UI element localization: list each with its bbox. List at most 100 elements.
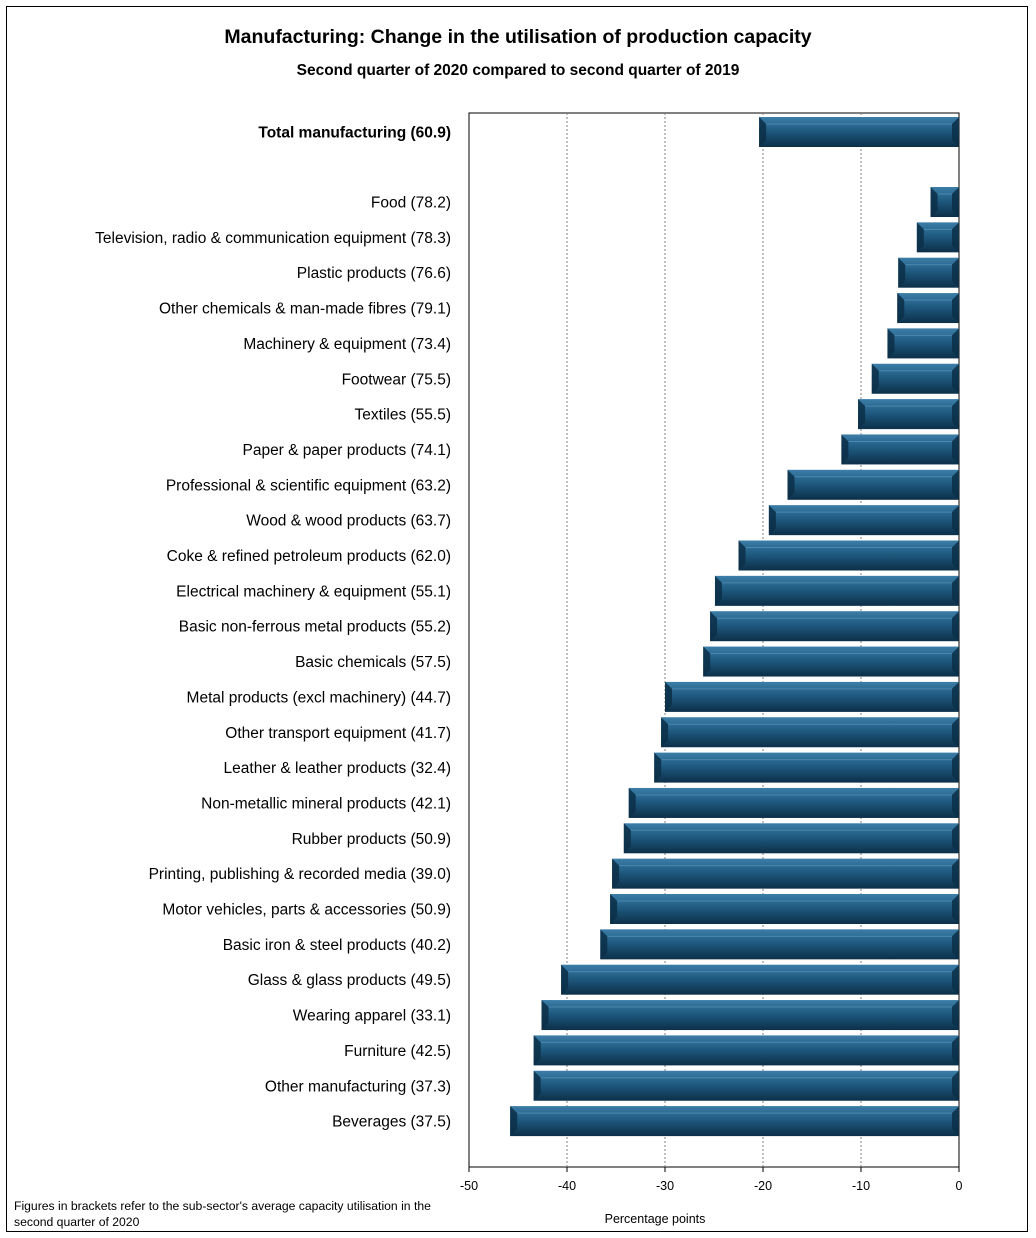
- bar-bevel-left: [871, 363, 879, 394]
- bar-body: [897, 293, 959, 324]
- bar-body: [665, 681, 959, 712]
- category-label: Wearing apparel (33.1): [293, 1008, 451, 1025]
- bar-body: [759, 117, 959, 147]
- category-label: Total manufacturing (60.9): [258, 125, 451, 142]
- x-tick-label: -20: [754, 1179, 772, 1193]
- bar-2: [898, 257, 959, 288]
- bar-20: [610, 894, 959, 924]
- bar-body: [710, 611, 959, 642]
- bar-bevel-left: [561, 964, 569, 995]
- bar-bevel-left: [510, 1106, 518, 1137]
- bar-body: [887, 328, 959, 359]
- bar-12: [710, 611, 959, 642]
- bar-22: [561, 964, 959, 995]
- bar-bevel-right: [952, 363, 959, 394]
- bar-5: [871, 363, 959, 394]
- category-label: Footwear (75.5): [342, 371, 451, 388]
- bar-bevel-left: [898, 257, 906, 288]
- bar-bevel-right: [952, 117, 959, 147]
- bar-bevel-right: [952, 858, 959, 889]
- category-label: Other manufacturing (37.3): [265, 1078, 451, 1095]
- bar-14: [665, 681, 959, 712]
- bar-19: [612, 858, 959, 889]
- bar-body: [841, 434, 959, 465]
- bar-7: [841, 434, 959, 465]
- bar-body: [898, 257, 959, 288]
- bar-bevel-left: [858, 399, 866, 430]
- bar-body: [541, 1000, 959, 1031]
- bar-23: [541, 1000, 959, 1031]
- bar-18: [623, 823, 959, 854]
- bar-bevel-right: [952, 293, 959, 324]
- bar-3: [897, 293, 959, 324]
- bar-bevel-left: [533, 1070, 541, 1101]
- bar-16: [654, 752, 959, 783]
- bar-bevel-right: [952, 611, 959, 642]
- bar-10: [738, 540, 959, 571]
- bar-bevel-right: [952, 328, 959, 359]
- bar-body: [858, 399, 959, 430]
- category-label: Television, radio & communication equipm…: [95, 230, 451, 247]
- bar-bevel-right: [952, 823, 959, 854]
- x-tick-label: -30: [656, 1179, 674, 1193]
- category-label: Professional & scientific equipment (63.…: [166, 477, 451, 494]
- bar-bevel-left: [628, 787, 636, 818]
- bar-bevel-left: [759, 117, 767, 147]
- bar-bevel-left: [541, 1000, 549, 1031]
- category-label: Beverages (37.5): [332, 1114, 451, 1131]
- bar-bevel-left: [665, 681, 672, 712]
- bar-bevel-left: [612, 858, 620, 889]
- x-tick-label: -10: [852, 1179, 870, 1193]
- category-label: Rubber products (50.9): [292, 831, 451, 848]
- bar-body: [787, 469, 959, 500]
- bar-bevel-right: [952, 1000, 959, 1031]
- bar-total: [759, 117, 959, 147]
- bar-body: [612, 858, 959, 889]
- x-tick-label: -50: [460, 1179, 478, 1193]
- bar-bevel-right: [952, 399, 959, 430]
- x-axis-title: Percentage points: [605, 1212, 706, 1226]
- bar-bevel-left: [714, 575, 722, 606]
- bar-body: [533, 1070, 959, 1101]
- x-tick-label: -40: [558, 1179, 576, 1193]
- category-label: Motor vehicles, parts & accessories (50.…: [162, 902, 451, 919]
- category-label: Food (78.2): [371, 195, 451, 212]
- bar-bevel-left: [654, 752, 662, 783]
- bar-25: [533, 1070, 959, 1101]
- bar-body: [610, 894, 959, 924]
- bar-bevel-right: [952, 187, 959, 217]
- bar-bevel-right: [952, 469, 959, 500]
- bar-bevel-right: [952, 964, 959, 995]
- footnote: Figures in brackets refer to the sub-sec…: [14, 1199, 431, 1229]
- bar-17: [628, 787, 959, 818]
- category-label: Basic chemicals (57.5): [295, 654, 451, 671]
- bar-bevel-left: [930, 187, 938, 217]
- category-label: Metal products (excl machinery) (44.7): [187, 689, 451, 706]
- x-tick-label: 0: [956, 1179, 963, 1193]
- bar-bevel-left: [610, 894, 618, 924]
- bar-15: [661, 717, 959, 748]
- bar-body: [628, 787, 959, 818]
- bar-13: [703, 646, 959, 677]
- category-label: Furniture (42.5): [344, 1043, 451, 1060]
- category-label: Plastic products (76.6): [297, 265, 451, 282]
- bar-body: [916, 222, 959, 253]
- category-label: Printing, publishing & recorded media (3…: [149, 866, 451, 883]
- bar-bevel-left: [623, 823, 631, 854]
- bar-bevel-right: [952, 575, 959, 606]
- category-label: Other transport equipment (41.7): [225, 725, 451, 742]
- bar-bevel-right: [952, 505, 959, 536]
- bar-body: [703, 646, 959, 677]
- bar-24: [533, 1035, 959, 1066]
- bar-bevel-right: [952, 681, 959, 712]
- chart-title: Manufacturing: Change in the utilisation…: [224, 26, 812, 48]
- bar-bevel-right: [952, 1035, 959, 1066]
- category-label: Coke & refined petroleum products (62.0): [167, 548, 451, 565]
- bar-bevel-right: [952, 894, 959, 924]
- category-label: Machinery & equipment (73.4): [243, 336, 451, 353]
- bar-body: [600, 929, 959, 960]
- bar-bevel-left: [841, 434, 849, 465]
- bar-body: [623, 823, 959, 854]
- chart-subtitle: Second quarter of 2020 compared to secon…: [296, 62, 740, 79]
- bar-bevel-right: [952, 222, 959, 253]
